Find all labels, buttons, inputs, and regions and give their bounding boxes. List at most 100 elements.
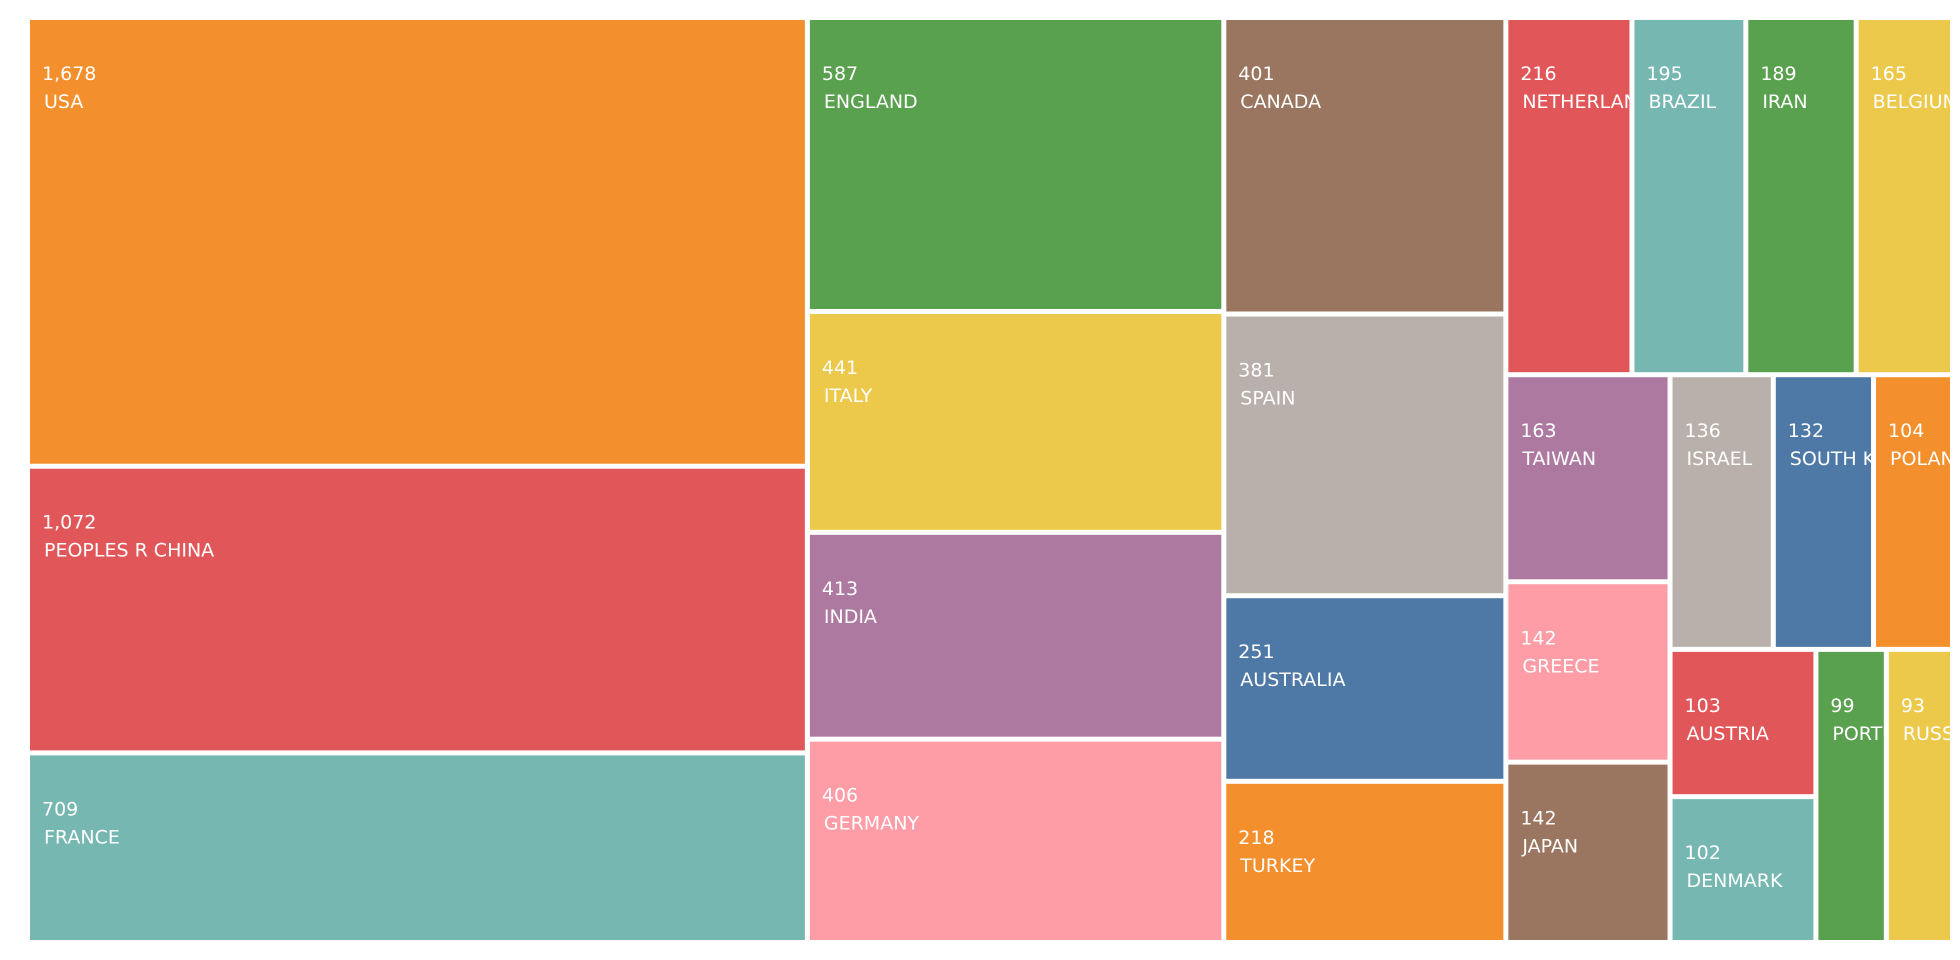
- tile: [809, 534, 1222, 737]
- tile-name: JAPAN: [1521, 836, 1578, 858]
- tile-name: GREECE: [1522, 655, 1599, 677]
- tile: [809, 741, 1222, 940]
- tile-value: 142: [1520, 627, 1556, 649]
- tile-labels: 132 SOUTH KOREA: [1788, 420, 1927, 470]
- tile: [1672, 799, 1814, 940]
- tile-labels: 251 AUSTRALIA: [1238, 641, 1345, 691]
- tile: [809, 313, 1222, 530]
- tile-value: 401: [1238, 63, 1274, 85]
- tile-value: 103: [1685, 695, 1721, 717]
- tile-labels: 413 INDIA: [822, 578, 877, 628]
- tile-name: ITALY: [824, 385, 873, 407]
- tile: [1508, 20, 1630, 373]
- tile-name: BRAZIL: [1648, 91, 1716, 113]
- tile: [809, 20, 1222, 309]
- tile-labels: 163 TAIWAN: [1520, 420, 1596, 470]
- tile: [1858, 20, 1950, 373]
- tile-name: AUSTRALIA: [1240, 669, 1345, 691]
- tile-value: 132: [1788, 420, 1824, 442]
- tile-name: DENMARK: [1687, 870, 1783, 892]
- tile-labels: 142 GREECE: [1520, 627, 1599, 677]
- tile-name: NETHERLANDS: [1522, 91, 1664, 113]
- tile-value: 104: [1888, 420, 1924, 442]
- tile: [1508, 584, 1668, 760]
- tile-labels: 406 GERMANY: [822, 785, 920, 835]
- tile-labels: 441 ITALY: [822, 357, 873, 407]
- tile-name: GERMANY: [824, 813, 920, 835]
- tile-value: 142: [1520, 808, 1556, 830]
- tile-labels: 165 BELGIUM: [1871, 63, 1959, 113]
- tile-labels: 142 JAPAN: [1520, 808, 1578, 858]
- tile-value: 251: [1238, 641, 1274, 663]
- tile: [1226, 598, 1504, 779]
- tile-name: RUSSIA: [1903, 723, 1960, 745]
- tile-labels: 99 PORTUGAL: [1830, 695, 1934, 745]
- tile-value: 441: [822, 357, 858, 379]
- tile: [1226, 783, 1504, 940]
- tile-value: 218: [1238, 827, 1274, 849]
- tile-name: USA: [44, 91, 83, 113]
- tile: [1775, 377, 1872, 647]
- tile-labels: 102 DENMARK: [1685, 842, 1783, 892]
- tile-value: 1,072: [42, 512, 96, 534]
- tile: [30, 755, 805, 940]
- tile-value: 587: [822, 63, 858, 85]
- tile-name: PORTUGAL: [1832, 723, 1934, 745]
- tile: [1672, 651, 1814, 795]
- tile-labels: 709 FRANCE: [42, 798, 120, 848]
- tile: [1226, 20, 1504, 312]
- tile-name: CANADA: [1240, 91, 1321, 113]
- tile-labels: 1,072 PEOPLES R CHINA: [42, 512, 214, 562]
- tile-labels: 189 IRAN: [1760, 63, 1807, 113]
- tile-value: 381: [1238, 360, 1274, 382]
- tile: [1748, 20, 1854, 373]
- tile: [1876, 377, 1950, 647]
- tile-name: IRAN: [1762, 91, 1807, 113]
- tile-value: 1,678: [42, 63, 96, 85]
- tile-name: SOUTH KOREA: [1790, 448, 1927, 470]
- tile-value: 216: [1520, 63, 1556, 85]
- tile: [1672, 377, 1771, 647]
- tile: [1226, 316, 1504, 594]
- tile-value: 163: [1520, 420, 1556, 442]
- tile-name: FRANCE: [44, 826, 120, 848]
- tile: [1508, 377, 1668, 580]
- tile-labels: 587 ENGLAND: [822, 63, 918, 113]
- tile-name: AUSTRIA: [1687, 723, 1769, 745]
- tile-value: 93: [1901, 695, 1925, 717]
- tile-value: 189: [1760, 63, 1796, 85]
- tile: [1818, 651, 1884, 940]
- tile-labels: 1,678 USA: [42, 63, 96, 113]
- tile-labels: 136 ISRAEL: [1685, 420, 1753, 470]
- tile-value: 195: [1646, 63, 1682, 85]
- tile-name: POLAND: [1890, 448, 1960, 470]
- tile-labels: 104 POLAND: [1888, 420, 1960, 470]
- tile-labels: 218 TURKEY: [1238, 827, 1315, 877]
- tile-value: 102: [1685, 842, 1721, 864]
- tile-value: 709: [42, 798, 78, 820]
- tile-name: TAIWAN: [1521, 448, 1596, 470]
- tile: [30, 20, 805, 464]
- tile-labels: 381 SPAIN: [1238, 360, 1295, 410]
- tile-value: 136: [1685, 420, 1721, 442]
- tile-value: 413: [822, 578, 858, 600]
- tile-name: INDIA: [824, 606, 877, 628]
- tile-labels: 195 BRAZIL: [1646, 63, 1716, 113]
- tile-name: ENGLAND: [824, 91, 918, 113]
- tile-name: TURKEY: [1239, 855, 1315, 877]
- tile: [30, 468, 805, 751]
- tile-value: 165: [1871, 63, 1907, 85]
- tile: [1634, 20, 1744, 373]
- tile-name: PEOPLES R CHINA: [44, 540, 214, 562]
- tile-value: 99: [1830, 695, 1854, 717]
- tile-labels: 93 RUSSIA: [1901, 695, 1960, 745]
- tile-value: 406: [822, 785, 858, 807]
- tile: [1888, 651, 1950, 940]
- tile: [1508, 764, 1668, 940]
- tile-name: SPAIN: [1240, 388, 1295, 410]
- tile-name: BELGIUM: [1873, 91, 1959, 113]
- tile-labels: 216 NETHERLANDS: [1520, 63, 1664, 113]
- tile-labels: 103 AUSTRIA: [1685, 695, 1769, 745]
